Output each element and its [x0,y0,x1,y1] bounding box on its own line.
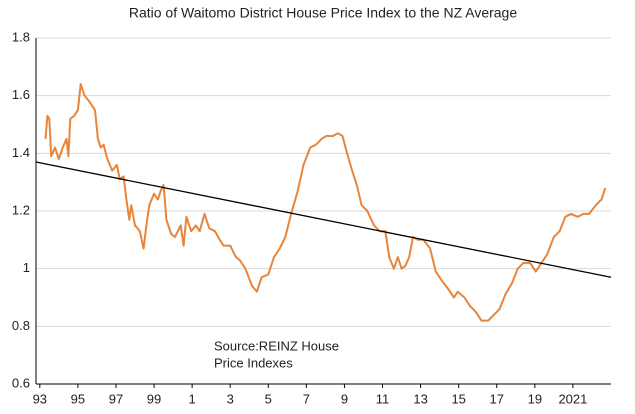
y-tick-label: 1.4 [12,145,30,160]
x-tick-label: 15 [451,391,465,406]
x-tick-label: 1 [189,391,196,406]
series-line [35,161,612,278]
y-tick-label: 1 [23,260,30,275]
x-tick-label: 97 [109,391,123,406]
y-tick-label: 1.8 [12,29,30,44]
annotation: Source:REINZ House [214,338,339,353]
x-tick-label: 3 [227,391,234,406]
x-tick-label: 5 [265,391,272,406]
x-tick-label: 2021 [558,391,587,406]
y-tick-label: 1.6 [12,87,30,102]
chart-title: Ratio of Waitomo District House Price In… [129,5,517,21]
y-tick-label: 1.2 [12,202,30,217]
y-tick-label: 0.6 [12,375,30,390]
x-tick-label: 17 [490,391,504,406]
x-tick-label: 9 [341,391,348,406]
x-tick-label: 93 [33,391,47,406]
y-tick-label: 0.8 [12,318,30,333]
x-tick-label: 11 [376,391,390,406]
series-line [44,83,607,322]
x-tick-label: 99 [147,391,161,406]
x-tick-label: 7 [303,391,310,406]
x-tick-label: 19 [528,391,542,406]
x-tick-label: 95 [71,391,85,406]
x-tick-label: 13 [413,391,427,406]
annotation: Price Indexes [214,355,293,370]
